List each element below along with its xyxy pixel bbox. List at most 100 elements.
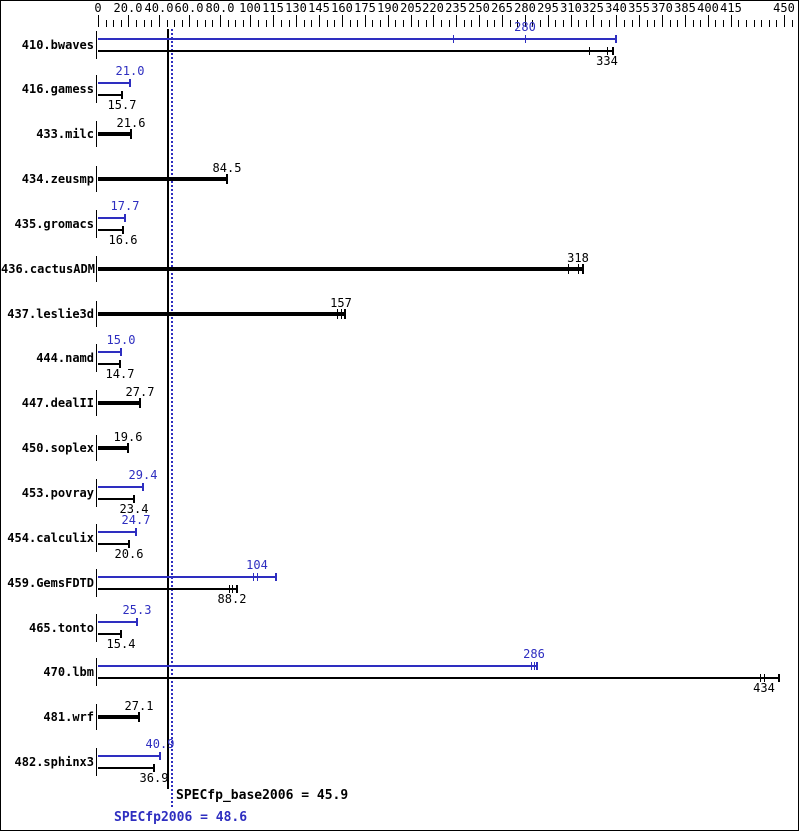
axis-minor-tick [715,20,716,27]
axis-minor-tick [700,20,701,27]
axis-major-tick [319,15,320,27]
run-mark-tick [139,398,141,408]
peak-mean-refline [171,29,173,807]
run-mark-tick [344,309,346,319]
axis-minor-tick [395,20,396,27]
peak-value-label: 17.7 [110,199,140,213]
axis-minor-tick [426,20,427,27]
run-mark-tick [612,47,614,55]
base-value-label: 23.4 [119,502,149,516]
run-mark-tick [142,483,144,491]
row-bracket [96,390,97,416]
peak-bar [98,486,143,488]
row-bracket [96,435,97,461]
base-bar [98,229,123,231]
axis-minor-tick [235,20,236,27]
benchmark-name-dealII: 447.dealII [21,396,94,410]
axis-major-tick [365,15,366,27]
axis-major-tick [571,15,572,27]
base-value-label: 157 [330,296,352,310]
axis-minor-tick [738,20,739,27]
row-bracket [96,524,97,552]
run-mark-tick [119,360,121,368]
axis-tick-label: 265 [491,1,513,15]
run-mark-tick [578,264,579,274]
peak-value-label: 104 [246,558,268,572]
axis-minor-tick [243,20,244,27]
run-mark-tick [615,35,617,43]
axis-tick-label: 130 [285,1,307,15]
run-mark-tick [129,79,131,87]
benchmark-name-zeusmp: 434.zeusmp [21,172,94,186]
benchmark-name-namd: 444.namd [36,351,94,365]
base-mean-refline [167,29,169,789]
peak-value-label: 15.0 [106,333,136,347]
run-mark-tick [536,662,538,670]
axis-tick-label: 385 [674,1,696,15]
base-value-label: 434 [753,681,775,695]
base-bar [98,446,128,450]
axis-minor-tick [586,20,587,27]
axis-minor-tick [510,20,511,27]
axis-minor-tick [151,20,152,27]
benchmark-name-bwaves: 410.bwaves [21,38,94,52]
axis-minor-tick [464,20,465,27]
peak-bar [98,755,160,757]
base-mean-summary-label: SPECfp_base2006 = 45.9 [176,788,349,803]
benchmark-name-tonto: 465.tonto [28,621,94,635]
axis-major-tick [708,15,709,27]
axis-minor-tick [555,20,556,27]
axis-major-tick [220,15,221,27]
axis-minor-tick [197,20,198,27]
peak-value-label: 21.0 [115,64,145,78]
axis-tick-label: 80.0 [205,1,235,15]
plot-area [1,29,798,789]
row-bracket [96,301,97,327]
axis-tick-label: 355 [628,1,650,15]
axis-tick-label: 60.0 [174,1,204,15]
run-mark-tick [153,764,155,772]
axis-minor-tick [563,20,564,27]
base-bar [98,677,779,679]
axis-major-tick [662,15,663,27]
axis-tick-label: 100 [239,1,261,15]
axis-tick-label: 145 [308,1,330,15]
axis-minor-tick [182,20,183,27]
axis-minor-tick [212,20,213,27]
axis-major-tick [548,15,549,27]
benchmark-name-leslie3d: 437.leslie3d [7,307,94,321]
run-mark-tick [525,35,526,43]
benchmark-name-cactusADM: 436.cactusADM [1,262,95,276]
axis-minor-tick [167,20,168,27]
axis-minor-tick [754,20,755,27]
row-bracket [96,569,97,597]
benchmark-name-povray: 453.povray [21,486,94,500]
axis-major-tick [525,15,526,27]
run-mark-tick [236,585,238,593]
base-value-label: 27.1 [124,699,154,713]
benchmark-name-soplex: 450.soplex [21,441,94,455]
base-bar [98,177,227,181]
run-mark-tick [120,348,122,356]
axis-minor-tick [624,20,625,27]
peak-bar [98,576,276,578]
benchmark-name-gamess: 416.gamess [21,82,94,96]
axis-minor-tick [289,20,290,27]
peak-value-label: 40.9 [145,737,175,751]
peak-bar [98,351,121,353]
axis-minor-tick [693,20,694,27]
axis-major-tick [593,15,594,27]
peak-bar [98,38,616,40]
base-value-label: 19.6 [113,430,143,444]
axis-minor-tick [670,20,671,27]
run-mark-tick [778,674,780,682]
row-bracket [96,210,97,238]
base-value-label: 88.2 [217,592,247,606]
base-bar [98,588,237,590]
peak-bar [98,217,125,219]
axis-major-tick [342,15,343,27]
peak-value-label: 280 [514,20,536,34]
axis-major-tick [98,15,99,27]
base-value-label: 15.7 [107,98,137,112]
peak-value-label: 29.4 [128,468,158,482]
